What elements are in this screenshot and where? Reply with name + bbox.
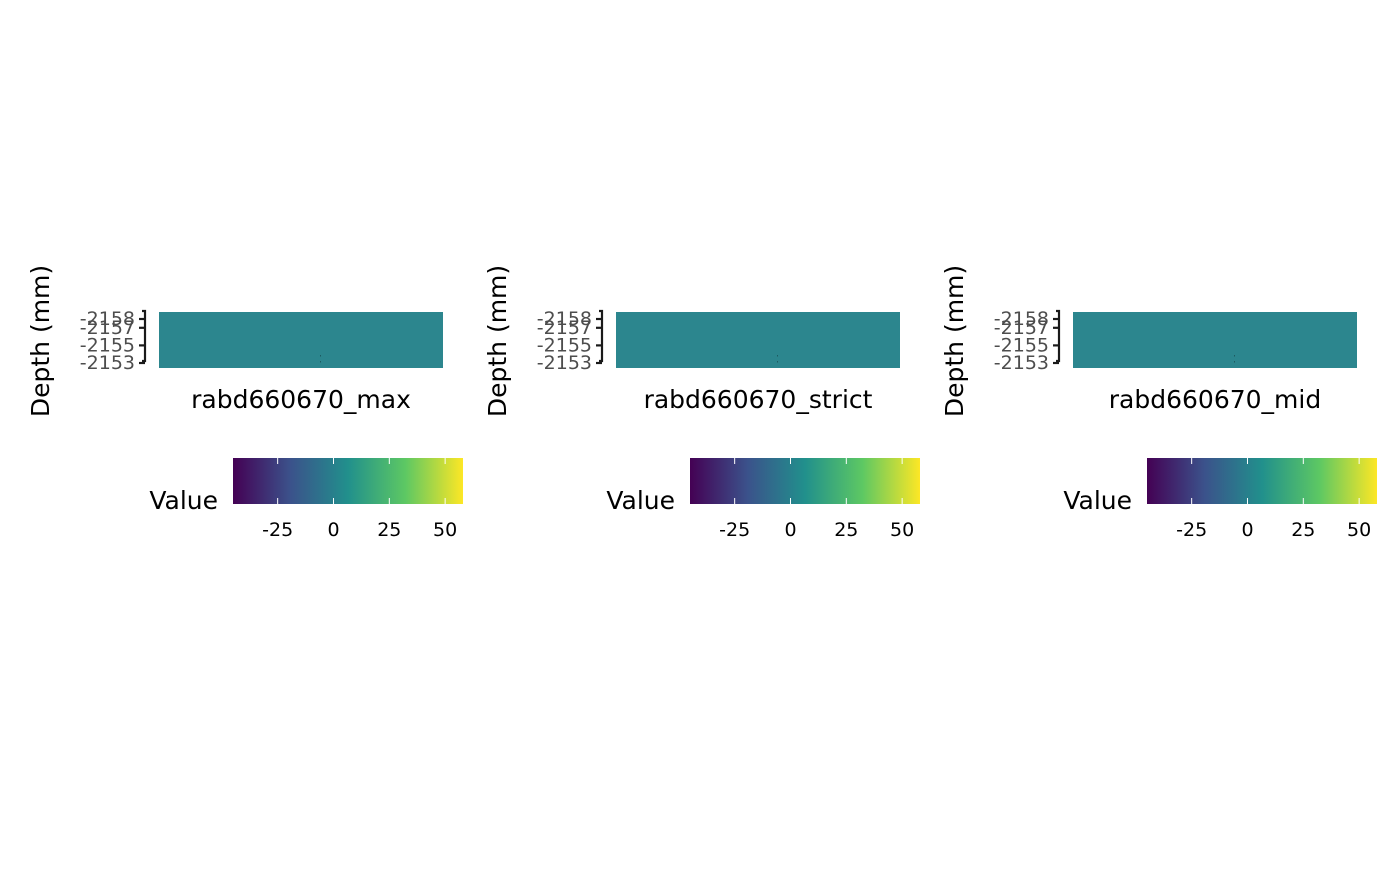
y-axis-line bbox=[142, 309, 147, 363]
legend-tick-label: 50 bbox=[1347, 519, 1371, 541]
y-tick-label: -2157 bbox=[994, 317, 1049, 339]
y-tick-label: -2157 bbox=[80, 317, 135, 339]
heatmap-cell bbox=[159, 312, 443, 368]
color-legend: Value -25 0 25 50 bbox=[1063, 458, 1377, 541]
heatmap-speck bbox=[777, 361, 778, 363]
heatmap-cell bbox=[616, 312, 900, 368]
legend-tick-label: 0 bbox=[327, 519, 339, 541]
y-axis-title: Depth (mm) bbox=[940, 265, 969, 417]
legend-tick-label: 0 bbox=[784, 519, 796, 541]
legend-title: Value bbox=[1063, 486, 1132, 515]
x-axis-title: rabd660670_max bbox=[191, 385, 411, 414]
legend-colorbar bbox=[233, 458, 463, 504]
y-tick-label: -2157 bbox=[537, 317, 592, 339]
legend-tick-label: -25 bbox=[262, 519, 293, 541]
y-tick-label: -2153 bbox=[80, 352, 135, 374]
heatmap-speck bbox=[320, 355, 321, 357]
y-axis-title: Depth (mm) bbox=[26, 265, 55, 417]
y-tick-label: -2155 bbox=[994, 334, 1049, 356]
chart-panel: -2158-2157-2155-2153 Depth (mm) rabd660670… bbox=[483, 265, 920, 541]
y-tick-label: -2158 bbox=[537, 308, 592, 330]
heatmap-speck bbox=[1234, 355, 1235, 357]
legend-tick-label: -25 bbox=[719, 519, 750, 541]
legend-colorbar bbox=[1147, 458, 1377, 504]
chart-panel: -2158-2157-2155-2153 Depth (mm) rabd660670… bbox=[940, 265, 1377, 541]
y-tick-label: -2158 bbox=[994, 308, 1049, 330]
x-axis-title: rabd660670_strict bbox=[644, 385, 873, 414]
legend-tick-label: 50 bbox=[433, 519, 457, 541]
heatmap-speck bbox=[1234, 361, 1235, 363]
legend-title: Value bbox=[606, 486, 675, 515]
y-axis-line bbox=[1056, 309, 1061, 363]
heatmap-cell bbox=[1073, 312, 1357, 368]
color-legend: Value -25 0 25 50 bbox=[606, 458, 920, 541]
color-legend: Value -25 0 25 50 bbox=[149, 458, 463, 541]
y-tick-label: -2153 bbox=[537, 352, 592, 374]
legend-colorbar bbox=[690, 458, 920, 504]
legend-tick-label: 50 bbox=[890, 519, 914, 541]
y-tick-label: -2153 bbox=[994, 352, 1049, 374]
legend-tick-label: 0 bbox=[1241, 519, 1253, 541]
legend-tick-label: -25 bbox=[1176, 519, 1207, 541]
heatmap-speck bbox=[320, 361, 321, 363]
legend-title: Value bbox=[149, 486, 218, 515]
legend-tick-label: 25 bbox=[377, 519, 401, 541]
y-axis-title: Depth (mm) bbox=[483, 265, 512, 417]
x-axis-title: rabd660670_mid bbox=[1109, 385, 1321, 414]
chart-panel: -2158-2157-2155-2153 Depth (mm) rabd660670… bbox=[26, 265, 463, 541]
y-axis-line bbox=[599, 309, 604, 363]
y-tick-label: -2155 bbox=[80, 334, 135, 356]
y-tick-label: -2155 bbox=[537, 334, 592, 356]
legend-tick-label: 25 bbox=[834, 519, 858, 541]
y-tick-label: -2158 bbox=[80, 308, 135, 330]
heatmap-speck bbox=[777, 355, 778, 357]
legend-tick-label: 25 bbox=[1291, 519, 1315, 541]
